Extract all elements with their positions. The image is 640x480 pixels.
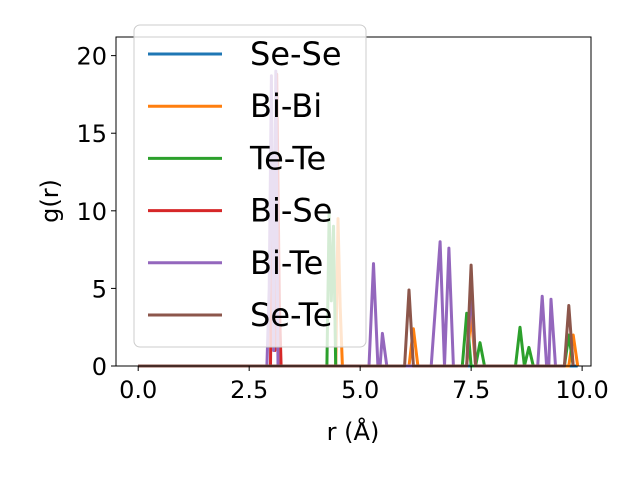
y-tick-label: 0: [92, 353, 107, 381]
x-axis: 0.0 2.5 5.0 7.5 10.0: [119, 366, 609, 404]
y-axis: 0 5 10 15 20: [76, 43, 116, 381]
series-line-se-te: [138, 263, 575, 368]
legend-label-bi-bi: Bi-Bi: [250, 87, 322, 125]
x-tick-label: 7.5: [452, 376, 490, 404]
legend-label-bi-te: Bi-Te: [250, 244, 323, 282]
y-axis-label: g(r): [36, 179, 64, 223]
y-tick-label: 10: [76, 198, 107, 226]
x-tick-label: 10.0: [555, 376, 608, 404]
legend-label-se-te: Se-Te: [250, 296, 332, 334]
legend-label-se-se: Se-Se: [250, 35, 342, 73]
y-tick-label: 15: [76, 120, 107, 148]
legend: Se-Se Bi-Bi Te-Te Bi-Se Bi-Te Se-Te: [133, 24, 367, 348]
x-tick-label: 5.0: [341, 376, 379, 404]
legend-label-bi-se: Bi-Se: [250, 192, 332, 230]
x-tick-label: 0.0: [119, 376, 157, 404]
x-tick-label: 2.5: [230, 376, 268, 404]
x-axis-label: r (Å): [327, 417, 380, 446]
y-tick-label: 5: [92, 275, 107, 303]
y-tick-label: 20: [76, 43, 107, 71]
legend-label-te-te: Te-Te: [249, 139, 326, 177]
